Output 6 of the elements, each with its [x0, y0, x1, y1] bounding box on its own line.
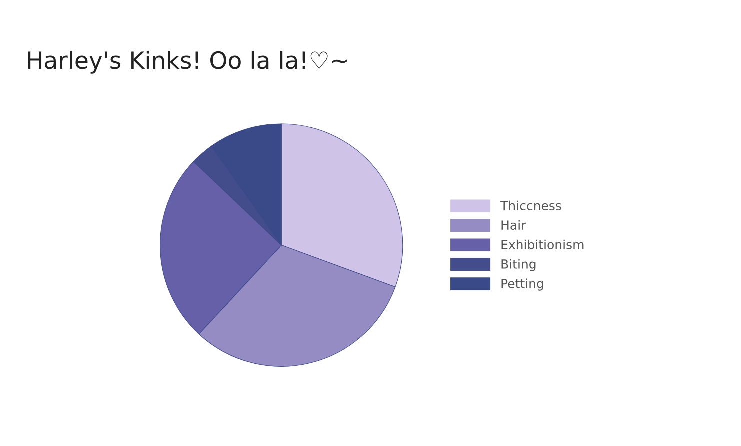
chart-title: Harley's Kinks! Oo la la!♡~ — [28, 51, 348, 74]
legend-label: Biting — [502, 259, 536, 272]
legend-label: Exhibitionism — [502, 240, 584, 250]
legend-label: Petting — [502, 278, 544, 291]
legend-label: Thiccness — [500, 200, 562, 211]
legend-label: Hair — [502, 220, 526, 230]
